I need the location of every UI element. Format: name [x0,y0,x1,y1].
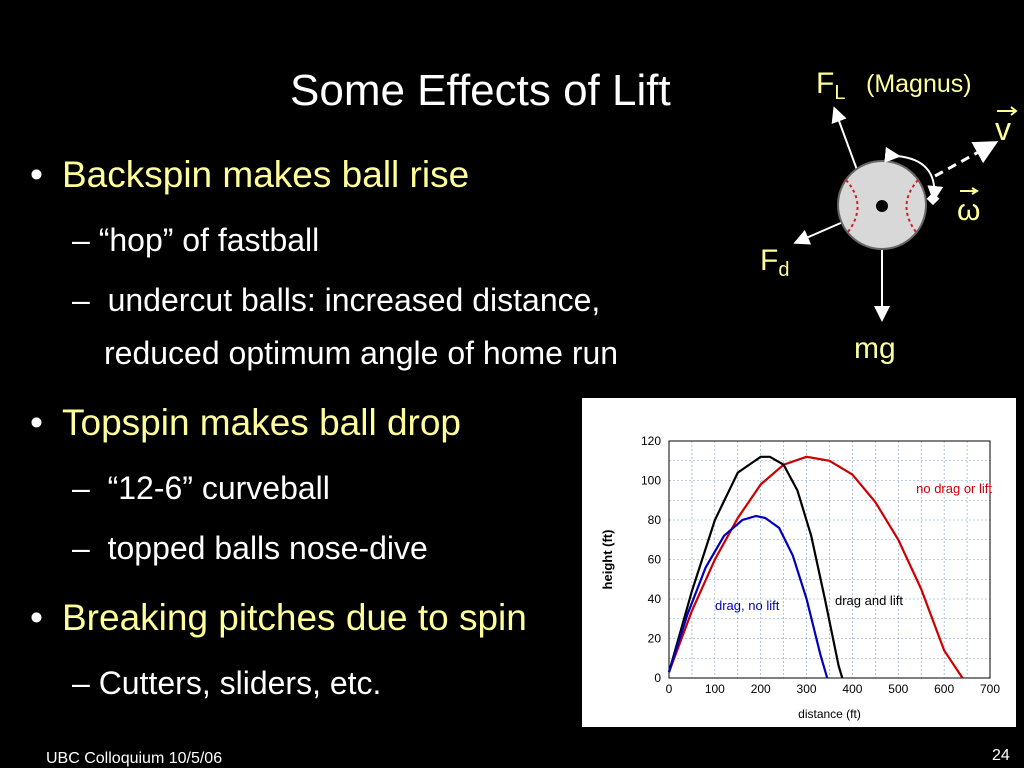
slide-title: Some Effects of Lift [290,66,671,115]
lift-label: FL [816,67,845,104]
sub-bullet-undercut: – undercut balls: increased distance, [72,282,601,318]
bullet-breaking-pitches: • Breaking pitches due to spin [30,597,527,639]
sub-bullet-text: Cutters, sliders, etc. [98,665,382,701]
bullet-dot: • [30,402,43,443]
x-tick-label: 600 [934,682,954,696]
bullet-dot: • [30,154,43,195]
x-tick-label: 0 [666,682,673,696]
x-tick-label: 100 [705,682,725,696]
force-diagram: FL (Magnus) v ω Fd mg [760,67,1018,365]
bullet-topspin: • Topspin makes ball drop [30,402,461,444]
y-tick-label: 40 [648,592,662,606]
plot-frame [668,440,991,679]
x-tick-label: 300 [797,682,817,696]
bullet-text: Backspin makes ball rise [62,154,470,195]
page-number: 24 [992,747,1010,764]
sub-bullet-hop: – “hop” of fastball [72,222,320,258]
y-tick-label: 20 [648,632,662,646]
velocity-vector-head [1010,106,1018,116]
sub-bullet-text: topped balls nose-dive [107,530,428,566]
series-line [667,455,844,679]
sub-bullet-undercut-cont: reduced optimum angle of home run [104,335,619,371]
spin-arc-icon [884,146,944,202]
y-tick-label: 80 [648,513,662,527]
baseball-icon [837,160,927,250]
x-axis-label: distance (ft) [798,707,861,721]
omega-vector-head [971,187,979,195]
sub-bullet-text: “12-6” curveball [107,470,330,506]
sub-bullet-text: “hop” of fastball [98,222,320,258]
sub-bullet-cutters: – Cutters, sliders, etc. [72,665,382,701]
y-tick-label: 120 [641,434,661,448]
omega-label: ω [957,194,980,227]
bullet-text: Breaking pitches due to spin [62,597,527,638]
bullet-backspin: • Backspin makes ball rise [30,154,469,196]
series-label: no drag or lift [916,481,992,496]
series-line [667,455,964,679]
trajectory-chart-svg: 0 100 200 300 400 500 600 700 0 20 40 60 80 100 120 dis… [600,434,1000,721]
x-tick-label: 700 [980,682,1000,696]
bullet-text: Topspin makes ball drop [62,402,461,443]
gravity-label: mg [854,332,896,365]
spin-axis-marker [926,192,940,206]
y-tick-label: 100 [641,474,661,488]
series-line [667,514,829,679]
sub-bullet-curveball: – “12-6” curveball [72,470,330,506]
drag-label: Fd [760,244,789,281]
series-label: drag, no lift [715,598,780,613]
x-tick-label: 400 [842,682,862,696]
sub-bullet-text: undercut balls: increased distance, [107,282,601,318]
series-label: drag and lift [835,593,903,608]
velocity-label: v [995,111,1011,147]
y-tick-label: 60 [648,553,662,567]
y-tick-label: 0 [654,671,661,685]
y-axis-label: height (ft) [600,530,615,590]
trajectory-chart: 0 100 200 300 400 500 600 700 0 20 40 60 80 100 120 dis… [582,398,1016,727]
velocity-arrow [934,141,999,178]
x-tick-label: 200 [751,682,771,696]
drag-arrow [793,221,844,245]
magnus-label: (Magnus) [866,70,972,98]
x-tick-label: 500 [888,682,908,696]
sub-bullet-nosedive: – topped balls nose-dive [72,530,428,566]
lift-arrow [831,106,861,179]
bullet-dot: • [30,597,43,638]
footer-colloquium: UBC Colloquium 10/5/06 [46,750,223,767]
